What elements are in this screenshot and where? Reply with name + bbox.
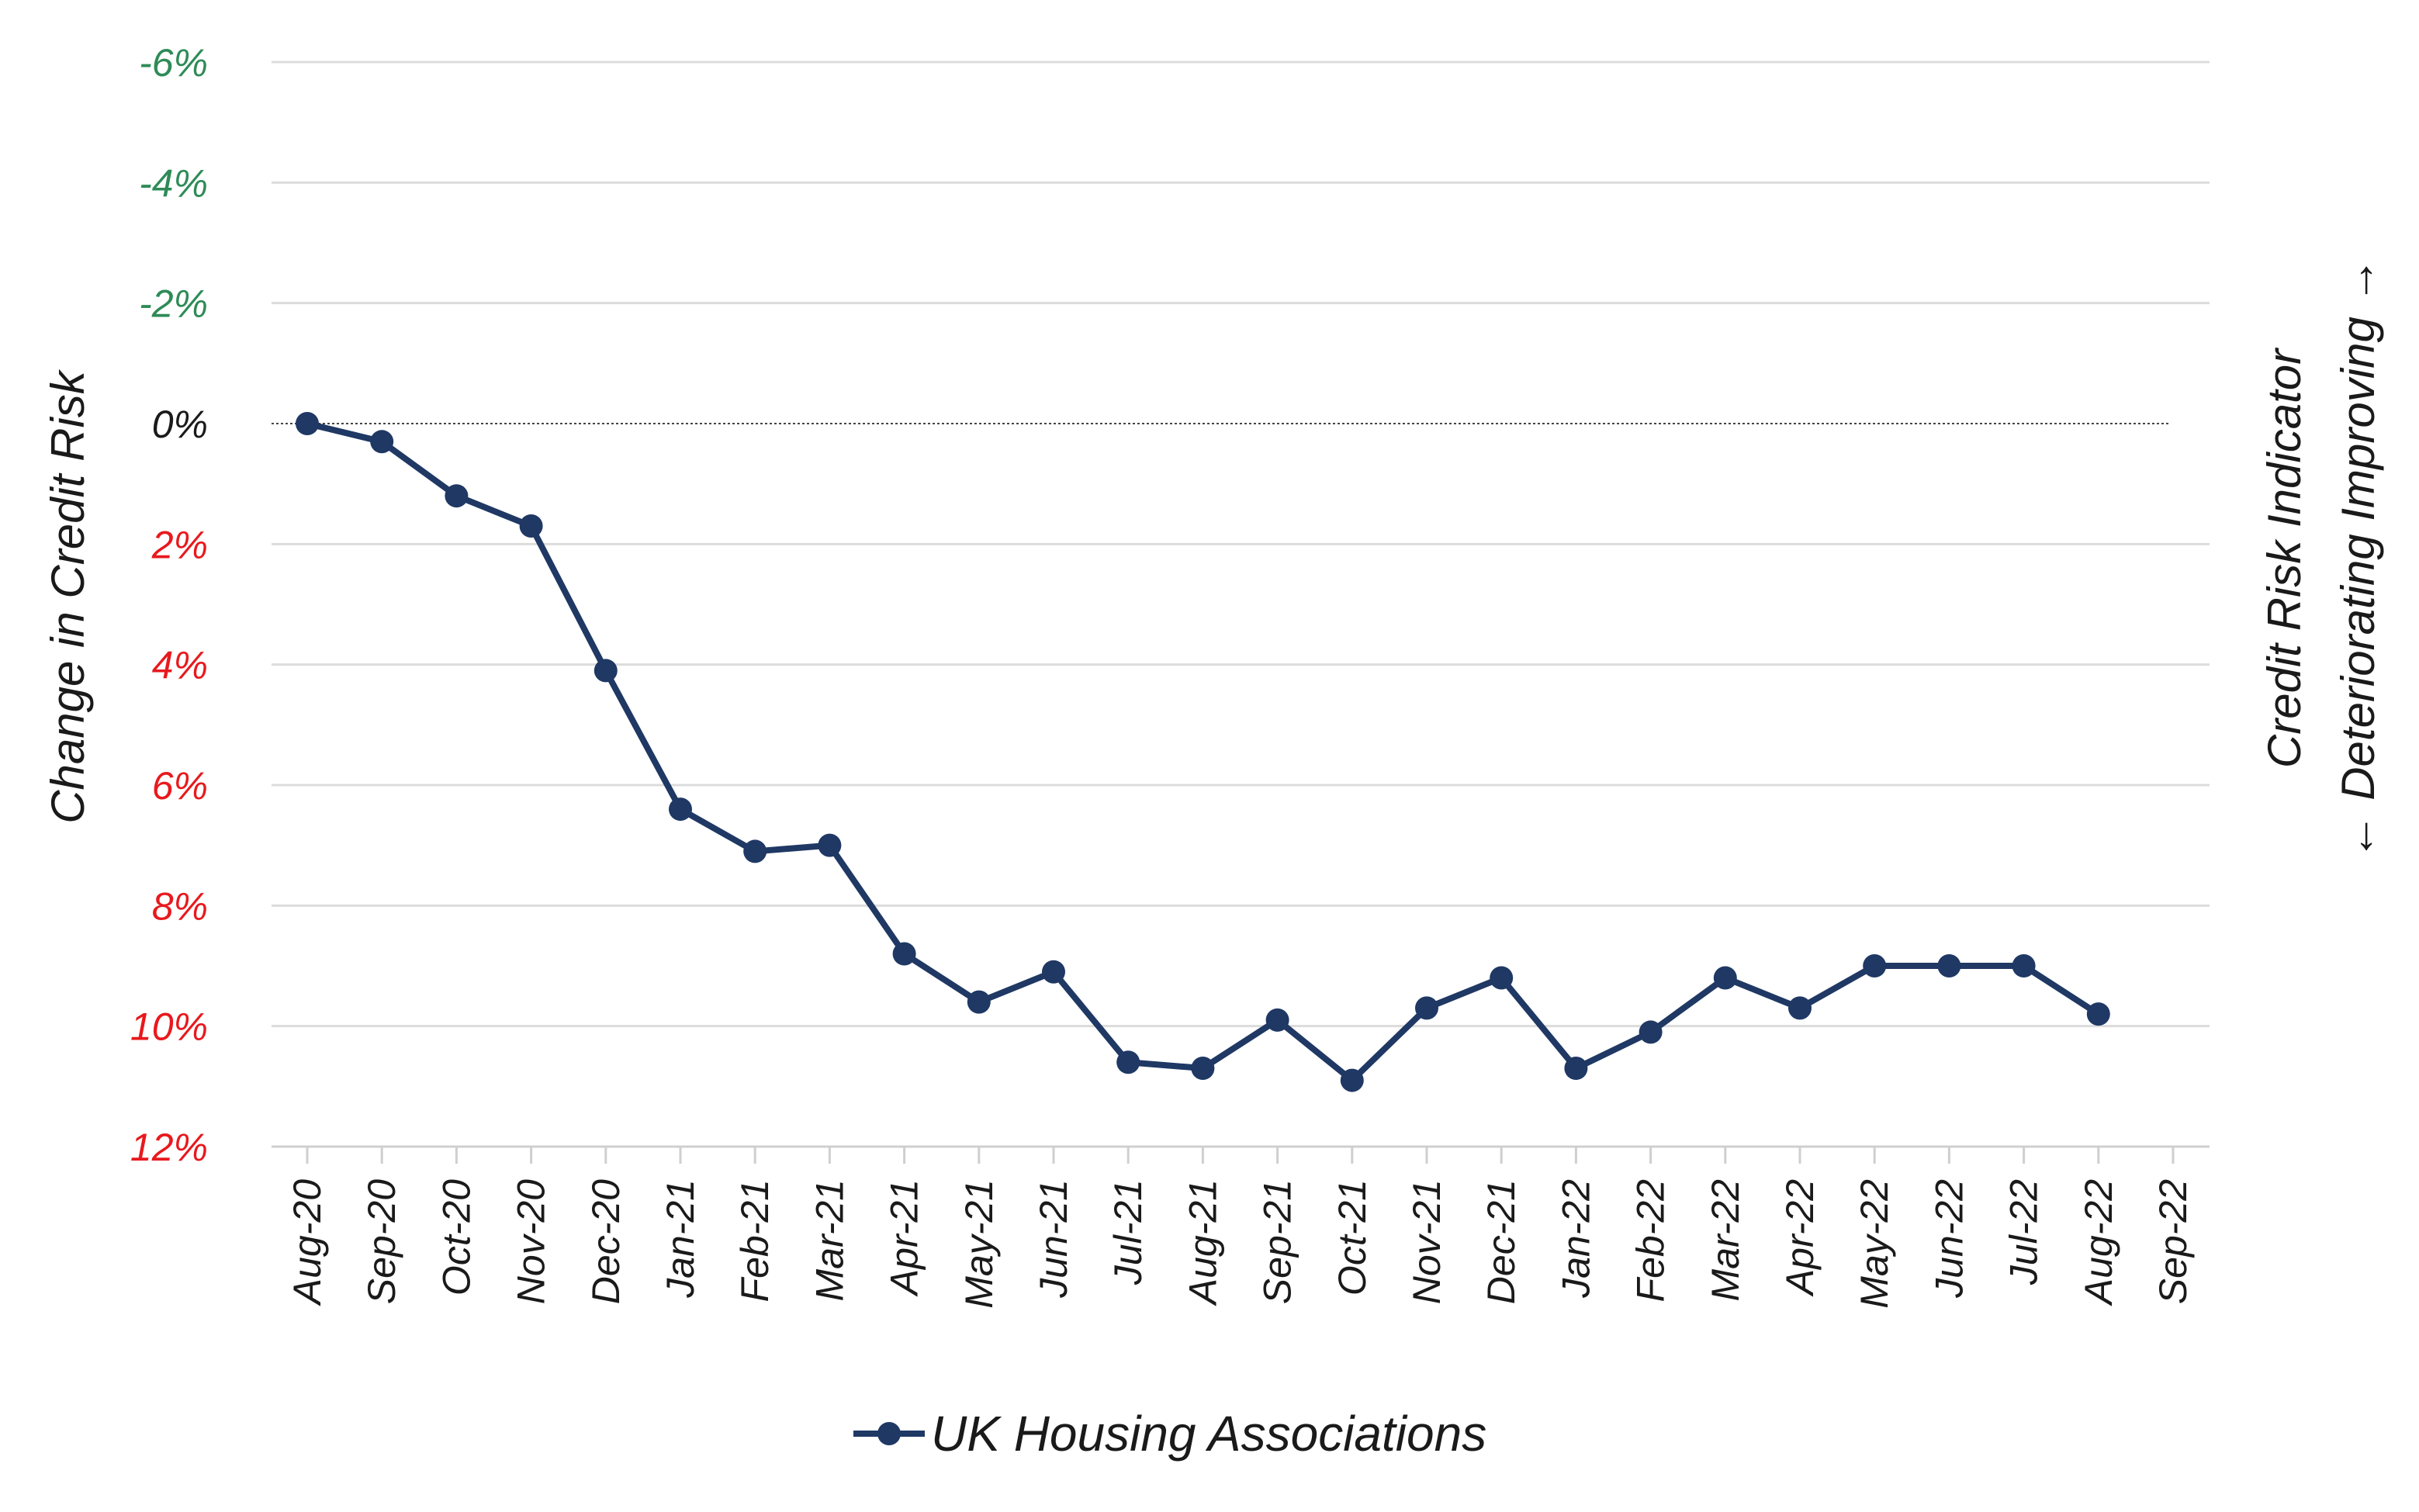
data-point: [1713, 966, 1737, 990]
x-tick-label: Feb-22: [1629, 1179, 1673, 1303]
data-point: [1191, 1057, 1215, 1081]
x-tick-label: Jan-21: [659, 1179, 702, 1299]
data-point: [967, 990, 991, 1014]
data-point: [519, 514, 543, 538]
data-point: [594, 659, 618, 683]
data-point: [1265, 1008, 1289, 1032]
data-point: [1415, 996, 1438, 1020]
y-tick-label: 10%: [130, 1005, 208, 1049]
data-point: [1564, 1057, 1588, 1081]
data-point: [1937, 954, 1961, 977]
x-tick-label: Jul-22: [2002, 1179, 2046, 1285]
y2-axis-title-line1: Credit Risk Indicator: [2258, 348, 2310, 768]
data-point: [1788, 996, 1812, 1020]
x-tick-label: Dec-21: [1479, 1179, 1523, 1304]
y-tick-label: 12%: [130, 1126, 208, 1169]
x-tick-label: Nov-21: [1405, 1179, 1448, 1304]
data-point: [1863, 954, 1887, 977]
x-tick-label: Jan-22: [1554, 1179, 1597, 1299]
y-tick-label: -2%: [139, 282, 208, 326]
data-point: [445, 484, 469, 508]
data-point: [892, 942, 916, 966]
x-tick-label: Sep-21: [1256, 1179, 1299, 1304]
gridlines: [272, 61, 2210, 1148]
y2-axis-title-line2: ← Deteriorating Improving →: [2332, 258, 2384, 860]
x-tick-label: Aug-20: [286, 1179, 329, 1306]
data-point: [743, 839, 767, 863]
x-tick-label: Dec-20: [584, 1179, 628, 1304]
x-tick-label: Jun-22: [1927, 1179, 1971, 1299]
x-tick-label: Feb-21: [733, 1179, 777, 1302]
x-tick-label: Apr-21: [883, 1179, 926, 1297]
data-point: [2086, 1002, 2110, 1026]
y-axis-title: Change in Credit Risk: [42, 368, 94, 824]
legend-label: UK Housing Associations: [931, 1406, 1486, 1462]
x-tick-label: Aug-21: [1181, 1179, 1224, 1306]
data-point: [1340, 1068, 1364, 1092]
x-tick-label: Sep-20: [360, 1179, 403, 1304]
data-point: [818, 833, 842, 857]
x-tick-label: Aug-22: [2077, 1179, 2120, 1306]
y-tick-label: 0%: [152, 403, 208, 446]
data-point: [1116, 1050, 1140, 1074]
x-tick-label: Jul-21: [1106, 1179, 1150, 1285]
x-tick-label: Sep-22: [2151, 1179, 2195, 1304]
series-line: [306, 420, 2100, 1084]
data-point: [669, 798, 692, 822]
y-tick-label: 2%: [151, 523, 208, 566]
x-tick-label: Oct-20: [434, 1179, 478, 1296]
data-point: [1490, 966, 1514, 990]
data-point: [296, 412, 319, 435]
y-tick-label: 4%: [152, 644, 208, 687]
y-axis-ticks: -6% -4% -2% 0% 2% 4% 6% 8% 10% 12%: [130, 41, 208, 1169]
data-point: [370, 430, 394, 454]
data-point: [1639, 1020, 1663, 1044]
x-tick-label: Nov-20: [510, 1179, 553, 1304]
x-tick-label: Jun-21: [1032, 1179, 1075, 1299]
data-point: [1042, 960, 1065, 984]
x-tick-label: May-22: [1853, 1179, 1896, 1309]
x-tick-label: Apr-22: [1778, 1179, 1822, 1297]
legend: UK Housing Associations: [853, 1406, 1486, 1462]
x-tick-label: May-21: [957, 1179, 1001, 1309]
x-tick-label: Mar-22: [1704, 1179, 1747, 1302]
data-point: [2012, 954, 2036, 977]
y-tick-label: 6%: [152, 764, 208, 808]
y-tick-label: -4%: [139, 161, 208, 205]
x-tick-label: Mar-21: [808, 1179, 851, 1301]
y-tick-label: 8%: [152, 884, 208, 928]
legend-marker: [877, 1422, 901, 1445]
y-tick-label: -6%: [139, 41, 208, 85]
x-tick-label: Oct-21: [1331, 1179, 1374, 1296]
x-axis-ticks: Aug-20 Sep-20 Oct-20 Nov-20 Dec-20 Jan-21 Feb-…: [272, 1145, 2210, 1309]
series-layer: [296, 412, 2110, 1092]
